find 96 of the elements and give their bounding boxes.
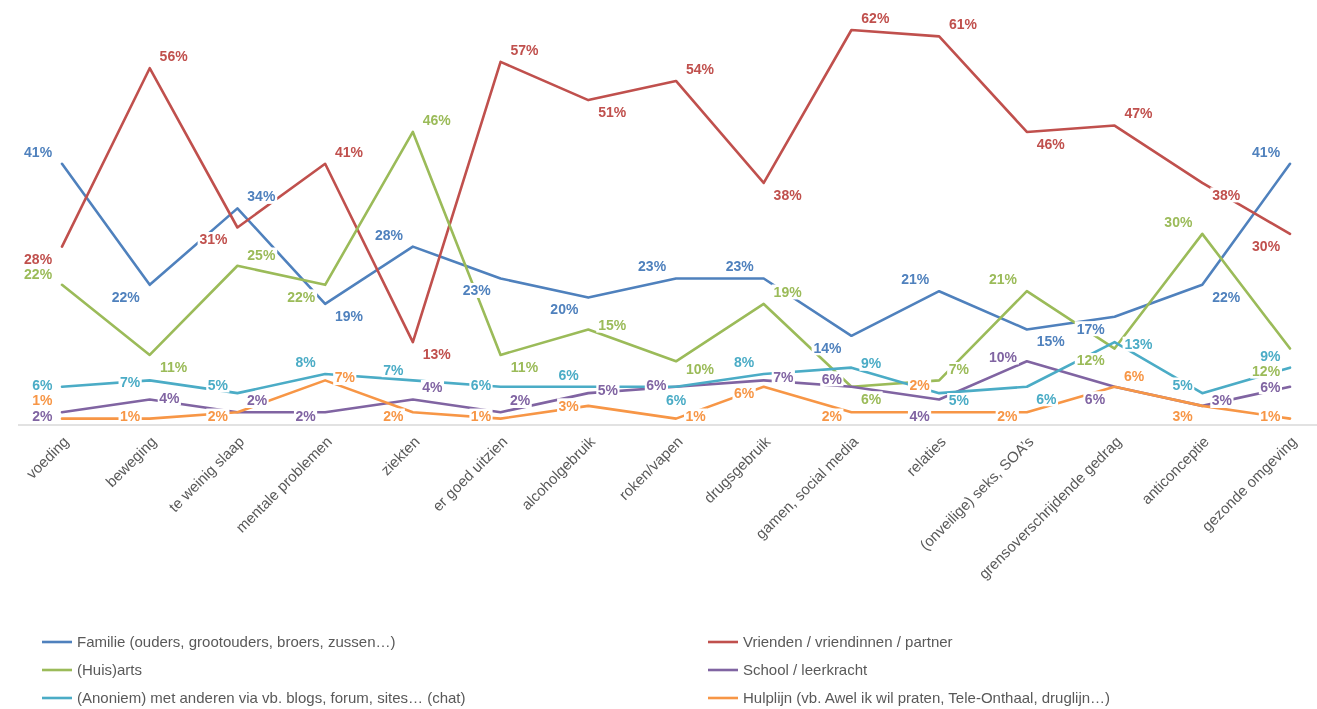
- data-label: 15%: [598, 316, 627, 333]
- data-label: 1%: [470, 407, 492, 424]
- data-label: 34%: [247, 188, 276, 205]
- data-label: 2%: [821, 407, 843, 424]
- data-label: 31%: [199, 231, 229, 248]
- data-label: 6%: [646, 376, 668, 393]
- data-label: 54%: [685, 60, 715, 77]
- data-label: 12%: [1076, 352, 1106, 369]
- data-label: 7%: [334, 369, 356, 386]
- data-label: 2%: [909, 376, 931, 393]
- data-label: 38%: [1212, 186, 1241, 203]
- data-label: 8%: [734, 353, 755, 370]
- data-label: 8%: [295, 353, 317, 370]
- legend-label: School / leerkracht: [743, 661, 869, 679]
- data-label: 41%: [1252, 143, 1281, 160]
- data-label: 1%: [120, 407, 141, 424]
- data-label: 7%: [383, 361, 404, 378]
- data-label: 4%: [422, 379, 444, 396]
- data-label: 5%: [948, 392, 970, 409]
- data-label: 19%: [773, 283, 803, 300]
- data-label: 5%: [597, 382, 619, 399]
- data-label: 17%: [1076, 320, 1106, 337]
- data-label: 2%: [207, 407, 229, 424]
- data-label: 11%: [510, 358, 539, 375]
- data-label: 9%: [1260, 347, 1282, 364]
- data-label: 5%: [1172, 376, 1194, 393]
- data-label: 6%: [558, 366, 580, 383]
- legend-label: (Anoniem) met anderen via vb. blogs, forum, sites… (chat): [77, 689, 466, 707]
- data-label: 46%: [1036, 135, 1066, 152]
- data-label: 41%: [24, 143, 53, 160]
- data-label: 30%: [1252, 237, 1281, 254]
- data-label: 21%: [901, 271, 930, 288]
- data-label: 7%: [120, 374, 141, 391]
- data-label: 7%: [773, 369, 794, 386]
- legend-label: Vrienden / vriendinnen / partner: [743, 633, 953, 651]
- data-label: 6%: [32, 376, 54, 393]
- legend-label: Hulplijn (vb. Awel ik wil praten, Tele-Onthaal, druglijn…): [743, 689, 1111, 707]
- data-label: 6%: [821, 370, 843, 387]
- data-label: 46%: [422, 111, 452, 128]
- data-label: 12%: [1252, 363, 1281, 380]
- data-label: 14%: [813, 339, 843, 356]
- data-label: 7%: [948, 361, 970, 378]
- data-label: 5%: [207, 376, 229, 393]
- data-label: 13%: [422, 346, 452, 363]
- data-label: 6%: [1036, 390, 1058, 407]
- data-label: 2%: [383, 407, 404, 424]
- data-label: 28%: [24, 250, 53, 267]
- data-label: 6%: [734, 384, 755, 401]
- data-label: 47%: [1124, 105, 1154, 122]
- data-label: 21%: [988, 271, 1018, 288]
- data-label: 30%: [1164, 213, 1193, 230]
- data-label: 4%: [159, 389, 180, 406]
- data-label: 23%: [638, 258, 667, 275]
- data-label: 23%: [725, 258, 755, 275]
- data-label: 20%: [550, 301, 579, 318]
- data-label: 62%: [861, 9, 890, 26]
- data-label: 22%: [1212, 288, 1241, 305]
- data-label: 1%: [1260, 407, 1282, 424]
- data-label: 25%: [247, 246, 276, 263]
- data-label: 22%: [287, 288, 316, 305]
- data-label: 9%: [860, 355, 882, 372]
- data-label: 6%: [665, 392, 687, 409]
- data-label: 61%: [949, 16, 978, 33]
- data-label: 2%: [997, 407, 1018, 424]
- data-label: 10%: [988, 348, 1018, 365]
- data-label: 6%: [1084, 390, 1106, 407]
- data-label: 19%: [335, 307, 364, 324]
- data-label: 23%: [462, 282, 492, 299]
- legend-label: Familie (ouders, grootouders, broers, zussen…): [77, 633, 396, 651]
- data-label: 3%: [1211, 392, 1233, 409]
- data-label: 22%: [24, 266, 53, 283]
- data-label: 1%: [685, 407, 707, 424]
- data-label: 2%: [32, 407, 54, 424]
- data-label: 4%: [909, 407, 931, 424]
- data-label: 1%: [32, 392, 54, 409]
- data-label: 13%: [1124, 336, 1154, 353]
- data-label: 15%: [1036, 333, 1066, 350]
- data-label: 38%: [773, 186, 803, 203]
- data-label: 10%: [685, 361, 715, 378]
- data-label: 56%: [159, 48, 189, 65]
- data-label: 57%: [510, 41, 540, 58]
- data-label: 3%: [558, 397, 580, 414]
- data-label: 6%: [1260, 378, 1282, 395]
- data-label: 2%: [295, 407, 317, 424]
- data-label: 2%: [510, 392, 531, 409]
- legend-label: (Huis)arts: [77, 661, 143, 679]
- data-label: 41%: [335, 143, 364, 160]
- data-label: 6%: [860, 390, 882, 407]
- data-label: 51%: [598, 103, 627, 120]
- data-label: 3%: [1172, 407, 1194, 424]
- data-label: 2%: [246, 392, 268, 409]
- data-label: 6%: [470, 376, 492, 393]
- data-label: 22%: [111, 288, 141, 305]
- data-label: 28%: [374, 226, 404, 243]
- data-label: 11%: [159, 358, 188, 375]
- data-label: 6%: [1124, 367, 1145, 384]
